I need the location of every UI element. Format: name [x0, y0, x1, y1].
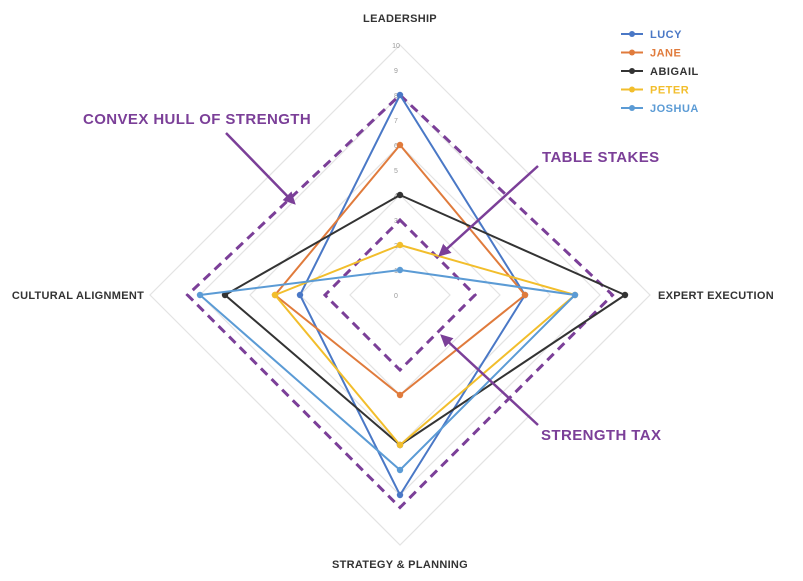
axis-labels: LEADERSHIP EXPERT EXECUTION STRATEGY & PLA…	[12, 13, 774, 571]
grid-ring	[199, 94, 601, 496]
tick-label: 7	[394, 118, 398, 125]
data-point	[521, 291, 529, 299]
data-point	[296, 291, 304, 299]
legend-label: LUCY	[650, 29, 682, 41]
annotation-table-stakes-arrow	[438, 165, 539, 257]
annotation-convex-hull-arrow	[225, 132, 296, 205]
legend-swatch-dot	[629, 86, 635, 93]
axis-label: STRATEGY & PLANNING	[332, 559, 468, 571]
reference-shapes	[185, 92, 615, 510]
grid-ring	[349, 244, 451, 346]
tick-label: 0	[394, 293, 398, 300]
legend-swatch-dot	[629, 31, 635, 37]
data-point	[396, 266, 404, 274]
grid-ring	[149, 44, 651, 546]
legend-swatch-dot	[629, 68, 635, 74]
annotations: CONVEX HULL OF STRENGTH TABLE STAKES STR…	[83, 111, 661, 444]
data-point	[221, 291, 229, 299]
tick-label: 6	[394, 143, 398, 150]
data-point	[396, 141, 404, 149]
data-point	[396, 391, 404, 399]
legend-label: ABIGAIL	[650, 66, 699, 78]
grid-ring	[249, 144, 551, 446]
tick-label: 9	[394, 68, 398, 75]
legend-label: PETER	[650, 85, 689, 97]
data-point	[271, 291, 279, 299]
axis-label: LEADERSHIP	[363, 13, 437, 25]
data-point	[571, 291, 579, 299]
series-layer	[196, 91, 629, 499]
legend-swatch-dot	[629, 49, 635, 56]
data-point	[396, 91, 404, 99]
data-point	[396, 191, 404, 199]
annotation-strength-tax-arrow	[440, 334, 539, 426]
annotation-table-stakes: TABLE STAKES	[542, 149, 660, 166]
tick-label: 3	[394, 218, 398, 225]
legend-label: JANE	[650, 48, 681, 60]
data-point	[396, 491, 404, 499]
annotation-strength-tax: STRENGTH TAX	[541, 427, 661, 444]
legend-swatch-dot	[629, 105, 635, 111]
reference-shape	[185, 92, 615, 510]
grid-ring	[299, 194, 501, 396]
legend-label: JOSHUA	[650, 103, 699, 115]
tick-label: 8	[394, 93, 398, 100]
legend: LUCY JANE ABIGAIL PETER JOSHUA	[621, 29, 699, 115]
data-point	[396, 241, 404, 249]
data-point	[396, 441, 404, 449]
tick-label: 5	[394, 168, 398, 175]
data-point	[196, 291, 204, 299]
axis-label: CULTURAL ALIGNMENT	[12, 290, 144, 302]
data-point	[396, 466, 404, 474]
tick-label: 10	[392, 43, 400, 50]
annotation-convex-hull: CONVEX HULL OF STRENGTH	[83, 111, 311, 128]
data-point	[621, 291, 629, 299]
axis-label: EXPERT EXECUTION	[658, 290, 774, 302]
reference-shape	[322, 217, 478, 373]
